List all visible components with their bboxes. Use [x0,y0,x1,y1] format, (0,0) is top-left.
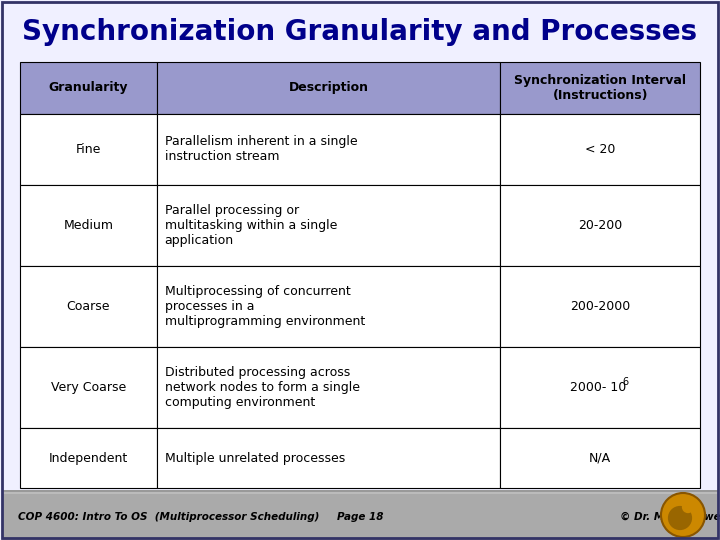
Text: Synchronization Granularity and Processes: Synchronization Granularity and Processe… [22,18,698,46]
Text: Multiprocessing of concurrent
processes in a
multiprogramming environment: Multiprocessing of concurrent processes … [165,285,365,328]
Text: © Dr. Mark Llewellyn: © Dr. Mark Llewellyn [620,512,720,522]
Text: 200-2000: 200-2000 [570,300,630,313]
Bar [20,347,157,428]
Bar [500,347,700,428]
Bar [20,62,157,114]
Bar [500,114,700,185]
Bar [157,428,500,488]
Text: N/A: N/A [589,451,611,464]
Text: 6: 6 [622,377,629,387]
Text: < 20: < 20 [585,143,616,156]
Text: Description: Description [289,82,369,94]
Text: Very Coarse: Very Coarse [50,381,126,394]
Text: Page 18: Page 18 [337,512,383,522]
Bar [500,428,700,488]
Bar [20,428,157,488]
Bar [2,492,718,494]
Text: Coarse: Coarse [67,300,110,313]
Text: 20-200: 20-200 [578,219,622,232]
Text: 2000- 10: 2000- 10 [570,381,626,394]
Bar [157,347,500,428]
Bar [157,62,500,114]
Text: COP 4600: Intro To OS  (Multiprocessor Scheduling): COP 4600: Intro To OS (Multiprocessor Sc… [18,512,320,522]
Bar [2,490,718,492]
Text: Synchronization Interval
(Instructions): Synchronization Interval (Instructions) [514,74,686,102]
Text: Distributed processing across
network nodes to form a single
computing environme: Distributed processing across network no… [165,366,360,409]
Bar [2,494,718,540]
Text: Parallel processing or
multitasking within a single
application: Parallel processing or multitasking with… [165,204,337,247]
Circle shape [682,501,694,513]
Bar [20,266,157,347]
Text: Multiple unrelated processes: Multiple unrelated processes [165,451,345,464]
Text: Medium: Medium [63,219,113,232]
Bar [20,185,157,266]
Bar [500,185,700,266]
Bar [157,114,500,185]
Circle shape [661,493,705,537]
Bar [157,266,500,347]
Text: Fine: Fine [76,143,101,156]
Bar [20,114,157,185]
Text: Parallelism inherent in a single
instruction stream: Parallelism inherent in a single instruc… [165,136,357,163]
Bar [500,62,700,114]
Circle shape [668,506,692,530]
Bar [500,266,700,347]
Text: Granularity: Granularity [49,82,128,94]
Bar [157,185,500,266]
Text: Independent: Independent [49,451,128,464]
